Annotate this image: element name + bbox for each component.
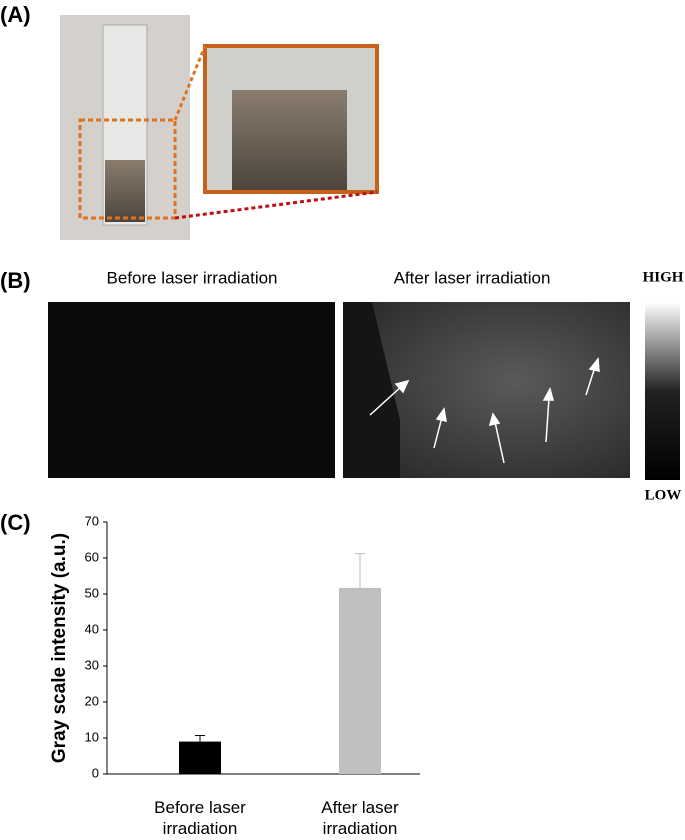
dark-region	[343, 302, 400, 478]
y-tick-label: 40	[85, 621, 99, 636]
y-tick-label: 10	[85, 729, 99, 744]
zoom-region	[78, 118, 177, 220]
liquid	[105, 160, 145, 222]
y-tick-label: 70	[85, 513, 99, 528]
colorbar	[645, 302, 680, 480]
colorbar-label: HIGH	[643, 269, 684, 285]
zoom-line	[174, 190, 378, 220]
y-axis-title: Gray scale intensity (a.u.)	[49, 533, 70, 763]
image-title: Before laser irradiation	[106, 268, 277, 287]
y-tick-label: 0	[92, 765, 99, 780]
y-tick-label: 50	[85, 585, 99, 600]
x-tick-label: Before laser irradiation	[154, 798, 246, 838]
image-title: After laser irradiation	[394, 268, 551, 287]
arrows	[369, 357, 600, 464]
panel-label: (C)	[0, 510, 31, 535]
panel-label: (A)	[0, 2, 31, 27]
x-tick-label: After laser irradiation	[321, 798, 399, 838]
zoom-liquid	[232, 90, 347, 190]
y-tick-label: 20	[85, 693, 99, 708]
y-tick-label: 60	[85, 549, 99, 564]
zoom-line	[173, 45, 207, 121]
y-tick-label: 30	[85, 657, 99, 672]
bar	[179, 741, 221, 774]
colorbar-label: LOW	[645, 487, 682, 503]
panel-label: (B)	[0, 268, 31, 293]
ultrasound-before	[48, 302, 335, 478]
bar	[339, 587, 381, 774]
